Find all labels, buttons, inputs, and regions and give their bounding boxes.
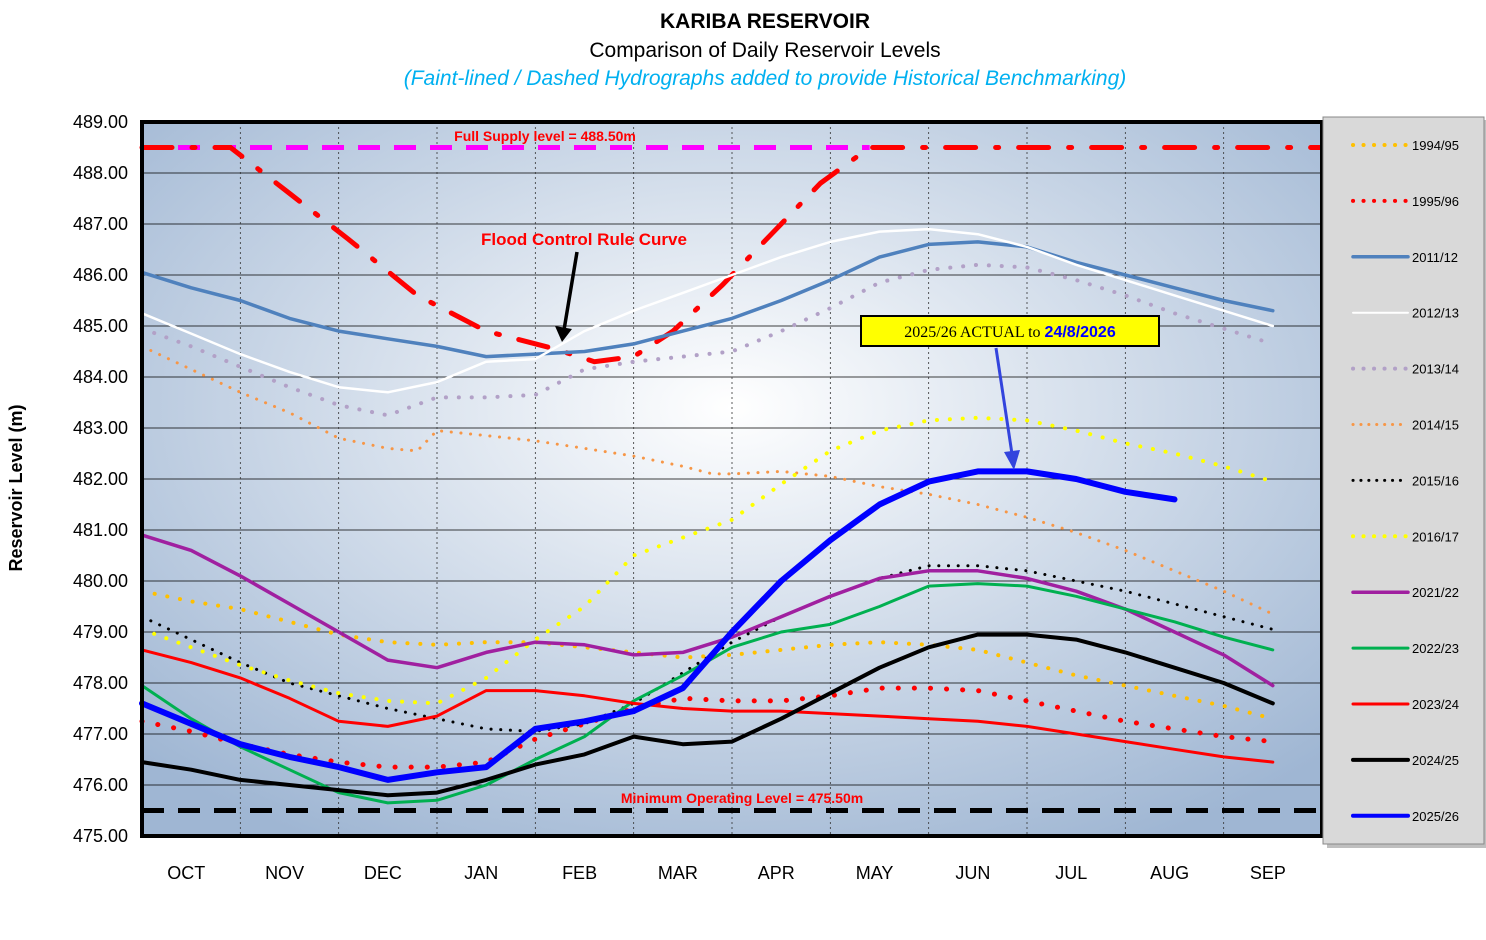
flood-rule-label: Flood Control Rule Curve	[481, 230, 687, 249]
x-axis: OCT NOV DEC JAN FEB MAR APR MAY JUN JUL AUG SEP	[167, 863, 1286, 883]
legend-label: 1995/96	[1412, 194, 1459, 209]
y-tick-label: 483.00	[73, 418, 128, 438]
y-tick-label: 487.00	[73, 214, 128, 234]
y-tick-label: 486.00	[73, 265, 128, 285]
min-operating-label: Minimum Operating Level = 475.50m	[621, 790, 863, 806]
y-tick-label: 476.00	[73, 775, 128, 795]
y-tick-label: 482.00	[73, 469, 128, 489]
legend-label: 2024/25	[1412, 753, 1459, 768]
series-line	[139, 685, 1276, 770]
x-tick-label: AUG	[1150, 863, 1189, 883]
legend-label: 2025/26	[1412, 809, 1459, 824]
chart-title: KARIBA RESERVOIR	[659, 10, 871, 33]
legend-label: 1994/95	[1412, 138, 1459, 153]
y-tick-label: 478.00	[73, 673, 128, 693]
x-tick-label: NOV	[265, 863, 304, 883]
chart-note: (Faint-lined / Dashed Hydrographs added …	[403, 67, 1127, 90]
series-line	[140, 589, 1275, 721]
y-tick-label: 480.00	[73, 571, 128, 591]
series-line	[140, 227, 1275, 394]
x-tick-label: FEB	[562, 863, 597, 883]
x-tick-label: OCT	[167, 863, 205, 883]
x-tick-label: SEP	[1250, 863, 1286, 883]
legend-label: 2013/14	[1412, 362, 1459, 377]
plot-frame	[140, 120, 1324, 838]
x-tick-label: MAY	[856, 863, 894, 883]
x-tick-label: APR	[758, 863, 795, 883]
legend-label: 2022/23	[1412, 641, 1459, 656]
actual-callout-label: 2025/26 ACTUAL to 24/8/2026	[904, 324, 1116, 341]
actual-callout-box	[860, 315, 1160, 347]
legend: 1994/95 1995/96 2011/12 2012/13 2013/14 2014/…	[1322, 116, 1486, 848]
actual-arrowhead	[1004, 450, 1020, 470]
y-tick-label: 479.00	[73, 622, 128, 642]
y-tick-label: 484.00	[73, 367, 128, 387]
series-line	[140, 648, 1275, 764]
y-tick-label: 475.00	[73, 826, 128, 846]
legend-box	[1322, 116, 1485, 845]
flood-rule-arrow	[562, 251, 579, 331]
actual-callout-prefix: 2025/26 ACTUAL to	[904, 324, 1044, 341]
y-axis: 489.00 488.00 487.00 486.00 485.00 484.00 483.…	[73, 112, 128, 846]
full-supply-label: Full Supply level = 488.50m	[454, 128, 636, 144]
y-axis-label: Reservoir Level (m)	[6, 404, 26, 571]
legend-label: 2014/15	[1412, 418, 1459, 433]
series-line	[140, 533, 1275, 688]
flood-rule-curve	[139, 145, 1325, 365]
y-tick-label: 488.00	[73, 163, 128, 183]
legend-label: 2016/17	[1412, 529, 1459, 544]
x-tick-label: MAR	[658, 863, 698, 883]
legend-label: 2015/16	[1412, 473, 1459, 488]
x-tick-label: JAN	[464, 863, 498, 883]
y-tick-label: 489.00	[73, 112, 128, 132]
chart-subtitle: Comparison of Daily Reservoir Levels	[589, 39, 941, 62]
series-line	[139, 468, 1178, 783]
x-tick-label: JUN	[955, 863, 990, 883]
x-tick-label: DEC	[364, 863, 402, 883]
actual-callout-date: 24/8/2026	[1045, 324, 1116, 341]
legend-label: 2012/13	[1412, 306, 1459, 321]
flood-rule-arrowhead	[555, 326, 572, 342]
series-line	[140, 415, 1275, 706]
series-line	[140, 240, 1275, 359]
legend-label: 2023/24	[1412, 697, 1459, 712]
series-group	[139, 227, 1276, 805]
y-tick-label: 481.00	[73, 520, 128, 540]
series-line	[140, 632, 1275, 798]
x-tick-label: JUL	[1055, 863, 1087, 883]
y-tick-label: 485.00	[73, 316, 128, 336]
y-tick-label: 477.00	[73, 724, 128, 744]
legend-label: 2011/12	[1412, 250, 1458, 265]
annotations: Full Supply level = 488.50m Flood Control…	[454, 128, 1160, 806]
legend-label: 2021/22	[1412, 585, 1459, 600]
reference-lines	[139, 145, 1325, 813]
actual-arrow	[994, 347, 1014, 455]
